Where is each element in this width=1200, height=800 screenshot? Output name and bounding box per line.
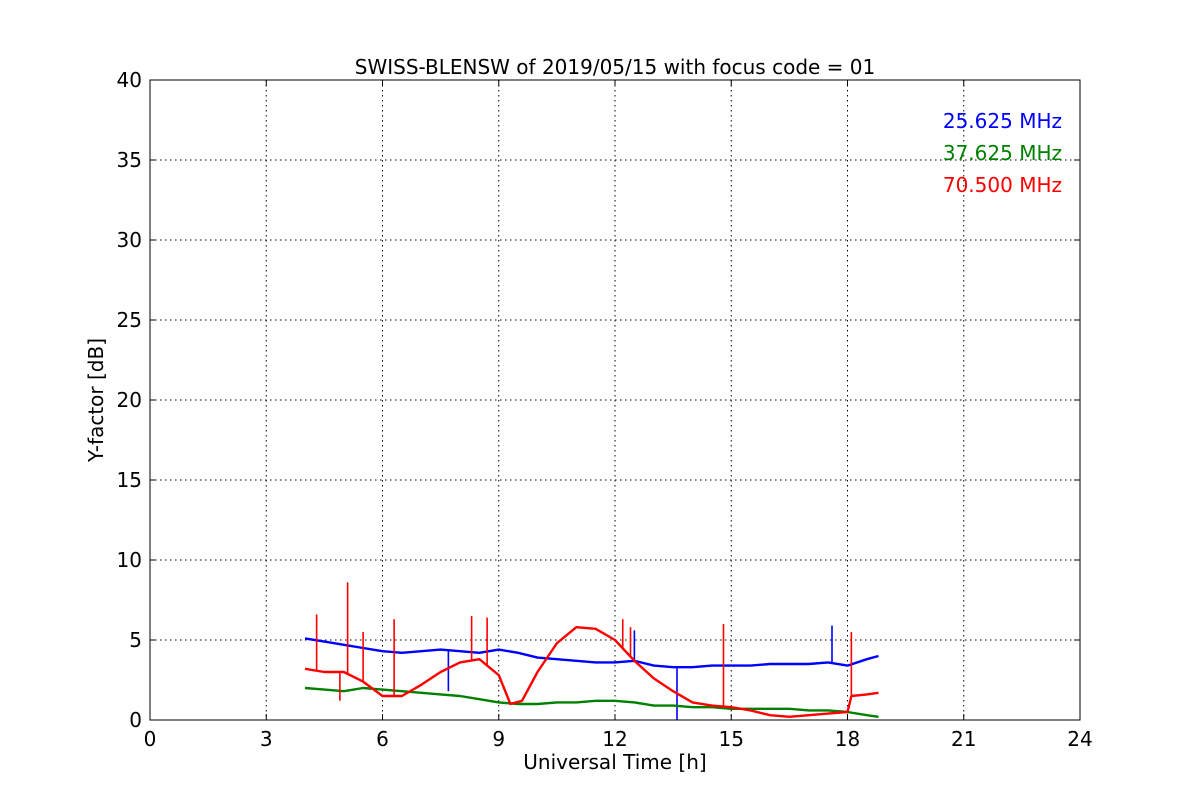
x-tick-label: 3 bbox=[260, 727, 273, 751]
x-tick-label: 24 bbox=[1067, 727, 1092, 751]
x-tick-label: 6 bbox=[376, 727, 389, 751]
x-tick-label: 15 bbox=[719, 727, 744, 751]
series-1 bbox=[304, 686, 879, 718]
y-tick-label: 5 bbox=[129, 628, 142, 652]
legend: 25.625 MHz 37.625 MHz 70.500 MHz bbox=[943, 109, 1062, 197]
legend-entry: 25.625 MHz bbox=[943, 109, 1062, 133]
series-line bbox=[304, 626, 879, 718]
y-tick-label: 25 bbox=[117, 308, 142, 332]
y-tick-label: 30 bbox=[117, 228, 142, 252]
y-tick-label: 10 bbox=[117, 548, 142, 572]
y-tick-label: 35 bbox=[117, 148, 142, 172]
legend-entry: 37.625 MHz bbox=[943, 141, 1062, 165]
x-tick-label: 12 bbox=[602, 727, 627, 751]
y-tick-label: 20 bbox=[117, 388, 142, 412]
y-tick-label: 40 bbox=[117, 68, 142, 92]
y-tick-label: 15 bbox=[117, 468, 142, 492]
x-tick-label: 18 bbox=[835, 727, 860, 751]
chart-title: SWISS-BLENSW of 2019/05/15 with focus co… bbox=[355, 55, 876, 79]
y-axis-label: Y-factor [dB] bbox=[84, 338, 108, 463]
ticks bbox=[149, 79, 1081, 721]
legend-entry: 70.500 MHz bbox=[943, 173, 1062, 197]
y-tick-label: 0 bbox=[129, 708, 142, 732]
series-line bbox=[304, 686, 879, 718]
grid bbox=[150, 80, 1080, 720]
series-layer bbox=[304, 582, 879, 720]
x-axis-label: Universal Time [h] bbox=[523, 750, 706, 774]
tick-labels: 0 3 6 9 12 15 18 21 24 0 5 10 15 20 25 30 35 40 bbox=[117, 68, 1093, 751]
series-line bbox=[304, 637, 879, 669]
x-tick-label: 21 bbox=[951, 727, 976, 751]
x-tick-label: 9 bbox=[492, 727, 505, 751]
x-tick-label: 0 bbox=[144, 727, 157, 751]
series-2 bbox=[304, 582, 879, 718]
